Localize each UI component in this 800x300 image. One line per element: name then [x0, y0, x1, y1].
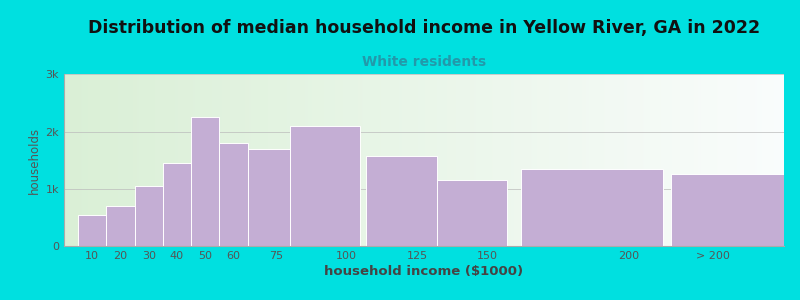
Bar [366, 156, 437, 246]
Text: White residents: White residents [362, 55, 486, 69]
Bar [106, 206, 134, 246]
Bar [671, 174, 800, 246]
Bar [219, 143, 247, 246]
Bar [437, 180, 507, 246]
Bar [191, 117, 219, 246]
Text: Distribution of median household income in Yellow River, GA in 2022: Distribution of median household income … [88, 19, 760, 37]
Bar [290, 126, 361, 246]
Bar [134, 186, 163, 246]
Bar [247, 149, 290, 246]
Bar [78, 214, 106, 246]
Y-axis label: households: households [28, 127, 42, 194]
X-axis label: household income ($1000): household income ($1000) [325, 265, 523, 278]
Bar [163, 163, 191, 246]
Bar [522, 169, 662, 246]
